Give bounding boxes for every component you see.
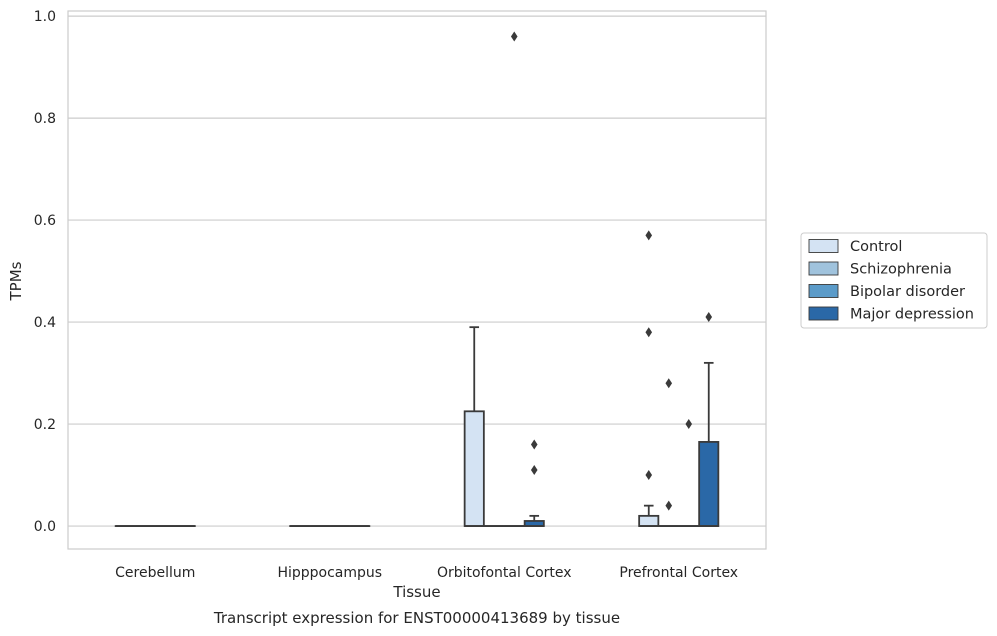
legend-swatch: [808, 284, 839, 298]
legend-label: Bipolar disorder: [850, 284, 965, 300]
box-2-3: [523, 514, 545, 527]
y-axis-label: TPMs: [7, 261, 25, 301]
outlier-points: [510, 31, 713, 511]
x-tick-labels: Cerebellum Hipppocampus Orbitofontal Corte…: [115, 565, 738, 581]
plot-frame: [67, 10, 767, 550]
outlier-point: [665, 500, 673, 511]
box-groups: [114, 326, 720, 527]
outlier-point: [645, 470, 653, 481]
outlier-point: [665, 378, 673, 389]
box-2-0: [463, 326, 485, 527]
y-tick-label: 0.0: [34, 519, 56, 535]
legend-label: Schizophrenia: [850, 262, 952, 278]
box-body: [698, 441, 720, 527]
outlier-point: [530, 464, 538, 475]
y-tick-label: 0.6: [34, 213, 56, 229]
legend-swatch: [808, 239, 839, 253]
legend-swatch: [808, 261, 839, 276]
x-tick-label: Orbitofontal Cortex: [437, 565, 572, 581]
legend: Control Schizophrenia Bipolar disorder Majo…: [800, 232, 988, 329]
x-tick-label: Prefrontal Cortex: [619, 565, 738, 581]
y-tick-labels: 0.0 0.2 0.4 0.6 0.8 1.0: [34, 9, 56, 535]
legend-label: Control: [850, 239, 902, 255]
legend-label: Major depression: [850, 307, 974, 323]
outlier-point: [510, 31, 518, 42]
x-tick-label: Cerebellum: [115, 565, 195, 581]
box-3-3: [698, 361, 720, 527]
legend-swatch: [808, 306, 839, 321]
chart-title: Transcript expression for ENST0000041368…: [213, 609, 620, 627]
y-tick-label: 0.8: [34, 111, 56, 127]
box-3-0: [638, 504, 660, 527]
y-tick-label: 0.2: [34, 417, 56, 433]
x-tick-label: Hipppocampus: [277, 565, 382, 581]
y-tick-label: 1.0: [34, 9, 56, 25]
outlier-point: [530, 439, 538, 450]
x-axis-label: Tissue: [392, 583, 440, 601]
box-body: [463, 410, 485, 527]
outlier-point: [685, 419, 693, 430]
outlier-point: [645, 230, 653, 241]
box-body: [638, 514, 660, 527]
legend-frame: [800, 232, 988, 329]
outlier-point: [645, 327, 653, 338]
y-tick-label: 0.4: [34, 315, 56, 331]
outlier-point: [705, 311, 713, 322]
